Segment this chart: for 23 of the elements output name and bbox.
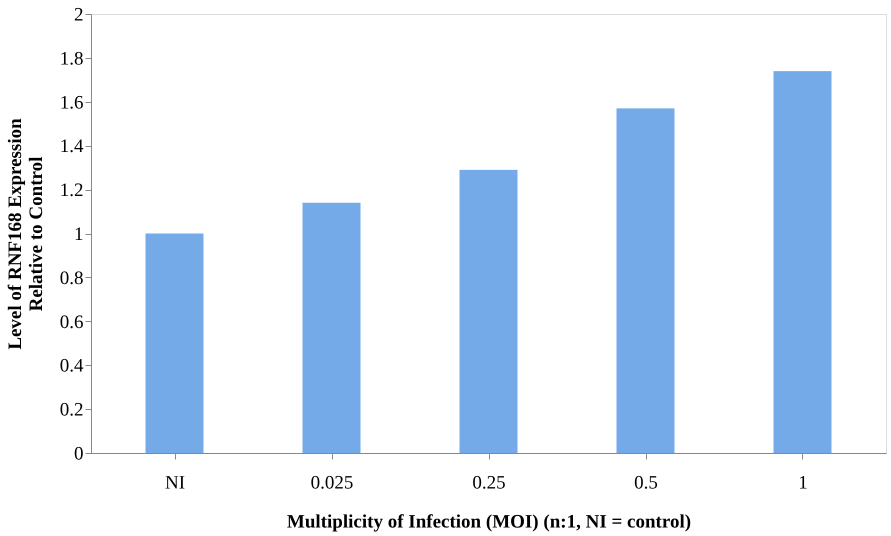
x-tick-label: 1 — [798, 472, 808, 494]
bar — [774, 71, 832, 453]
y-tick-label: 2 — [74, 4, 84, 26]
y-tick-label: 1.6 — [60, 92, 84, 114]
y-tick-label: 1.2 — [60, 180, 84, 202]
bar — [616, 108, 674, 453]
y-tick-label: 1.4 — [60, 136, 84, 158]
x-tick-label: NI — [164, 472, 186, 494]
y-tick-label: 0.4 — [60, 356, 84, 377]
bar — [302, 202, 360, 453]
y-tick-label: 1 — [74, 224, 84, 245]
y-tick-label: 0.8 — [60, 268, 84, 289]
x-tick-label: 0.025 — [310, 472, 354, 494]
y-tick-label: 0.2 — [60, 400, 84, 421]
bar — [460, 170, 518, 453]
x-tick-label: 0.5 — [634, 472, 658, 494]
y-tick-label: 1.8 — [60, 48, 84, 70]
x-tick-label: 0.25 — [472, 472, 506, 494]
y-axis-title: Level of RNF168 Expression Relative to Control — [4, 118, 47, 350]
y-tick-label: 0 — [74, 444, 84, 464]
bar — [146, 234, 204, 453]
x-axis-title: Multiplicity of Infection (MOI) (n:1, NI = control) — [286, 512, 692, 532]
y-tick-label: 0.6 — [60, 312, 84, 333]
